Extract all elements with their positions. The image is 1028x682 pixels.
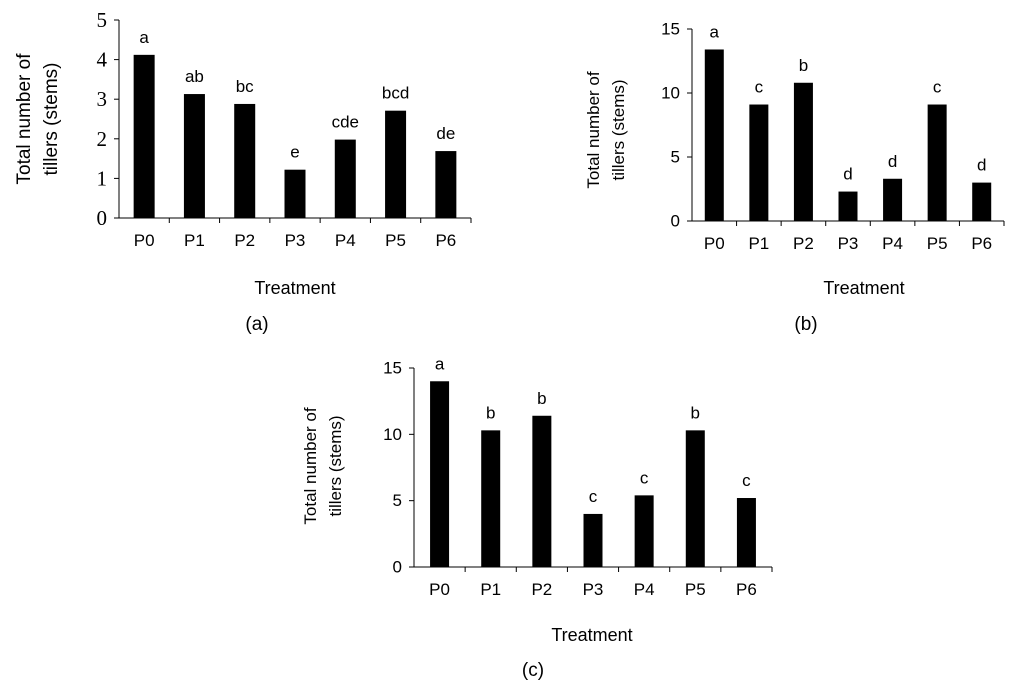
bar xyxy=(685,430,705,567)
category-label: P6 xyxy=(971,234,992,253)
category-label: P1 xyxy=(748,234,769,253)
significance-letter: d xyxy=(843,165,852,184)
panel-label: (b) xyxy=(794,314,817,335)
category-label: P2 xyxy=(793,234,814,253)
y-axis-title-line2: tillers (stems) xyxy=(326,415,345,516)
y-tick-label: 15 xyxy=(383,359,402,378)
category-label: P6 xyxy=(435,231,456,250)
category-label: P5 xyxy=(685,580,706,599)
y-tick-label: 4 xyxy=(97,48,108,72)
y-axis-title: Total number of tillers (stems) xyxy=(301,407,345,524)
category-label: P5 xyxy=(385,231,406,250)
chart-panel-2: 0 5 10 15 a P0 c P1 b P2 d P3 d P4 c P5 d P6 Treatment Tota… xyxy=(584,20,1005,335)
bar xyxy=(883,178,903,221)
bar xyxy=(793,82,813,221)
chart-panel-3: 0 5 10 15 a P0 b P1 b P2 c P3 c P4 b P5 c P6 Treatment Tota… xyxy=(301,354,773,681)
panel-label: (a) xyxy=(245,314,268,335)
bar xyxy=(532,415,552,567)
category-label: P4 xyxy=(634,580,655,599)
significance-letter: cde xyxy=(332,113,359,132)
category-label: P0 xyxy=(134,231,155,250)
bar xyxy=(430,381,450,567)
y-axis-title-line2: tillers (stems) xyxy=(41,63,62,176)
bar xyxy=(334,139,356,218)
category-label: P3 xyxy=(838,234,859,253)
significance-letter: d xyxy=(888,152,897,171)
y-tick-label: 0 xyxy=(97,206,108,230)
bar xyxy=(435,151,457,218)
significance-letter: c xyxy=(640,468,649,487)
x-axis-title: Treatment xyxy=(254,278,335,298)
y-axis-title-line1: Total number of xyxy=(584,71,603,188)
category-label: P5 xyxy=(927,234,948,253)
y-axis-title-line1: Total number of xyxy=(301,407,320,524)
category-label: P6 xyxy=(736,580,757,599)
bar xyxy=(972,182,992,221)
bar xyxy=(284,169,306,218)
bar xyxy=(927,104,947,221)
category-label: P1 xyxy=(480,580,501,599)
y-tick-label: 10 xyxy=(661,84,680,103)
y-tick-label: 2 xyxy=(97,127,108,151)
y-tick-label: 5 xyxy=(97,8,108,32)
y-axis-title: Total number of tillers (stems) xyxy=(14,53,62,185)
y-tick-label: 1 xyxy=(97,166,108,190)
significance-letter: de xyxy=(436,124,455,143)
significance-letter: d xyxy=(977,156,986,175)
significance-letter: b xyxy=(691,403,700,422)
bar xyxy=(481,430,501,567)
y-tick-label: 5 xyxy=(671,148,680,167)
category-label: P2 xyxy=(234,231,255,250)
bar xyxy=(838,191,858,221)
significance-letter: bcd xyxy=(382,84,409,103)
bar xyxy=(749,104,769,221)
significance-letter: b xyxy=(537,389,546,408)
significance-letter: c xyxy=(933,78,942,97)
significance-letter: a xyxy=(710,22,720,41)
significance-letter: e xyxy=(290,143,299,162)
y-axis-title: Total number of tillers (stems) xyxy=(584,71,628,188)
significance-letter: bc xyxy=(236,77,254,96)
bar xyxy=(634,495,654,567)
significance-letter: a xyxy=(435,354,445,373)
y-tick-label: 0 xyxy=(671,212,680,231)
category-label: P1 xyxy=(184,231,205,250)
bar xyxy=(583,513,603,567)
significance-letter: c xyxy=(755,78,764,97)
y-axis-title-line2: tillers (stems) xyxy=(609,79,628,180)
chart-panel-1: 0 1 2 3 4 5 a P0 ab P1 bc P2 e P3 cde P4 bcd P5 de P6 Treatm… xyxy=(14,8,472,335)
significance-letter: b xyxy=(486,403,495,422)
y-tick-label: 3 xyxy=(97,87,108,111)
y-tick-label: 5 xyxy=(393,491,402,510)
x-axis-title: Treatment xyxy=(823,278,904,298)
bar xyxy=(183,94,205,218)
y-tick-label: 15 xyxy=(661,20,680,39)
category-label: P3 xyxy=(285,231,306,250)
bar xyxy=(234,103,256,218)
bar xyxy=(133,54,155,219)
bar xyxy=(736,498,756,567)
significance-letter: ab xyxy=(185,67,204,86)
significance-letter: b xyxy=(799,56,808,75)
category-label: P3 xyxy=(583,580,604,599)
category-label: P0 xyxy=(429,580,450,599)
y-tick-label: 0 xyxy=(393,558,402,577)
category-label: P4 xyxy=(335,231,356,250)
category-label: P4 xyxy=(882,234,903,253)
y-axis-title-line1: Total number of xyxy=(14,53,35,185)
significance-letter: a xyxy=(139,28,149,47)
bar xyxy=(704,49,724,222)
category-label: P2 xyxy=(531,580,552,599)
y-tick-label: 10 xyxy=(383,425,402,444)
significance-letter: c xyxy=(589,487,598,506)
x-axis-title: Treatment xyxy=(551,625,632,645)
bar xyxy=(385,110,407,218)
category-label: P0 xyxy=(704,234,725,253)
panel-label: (c) xyxy=(522,660,544,681)
significance-letter: c xyxy=(742,471,751,490)
